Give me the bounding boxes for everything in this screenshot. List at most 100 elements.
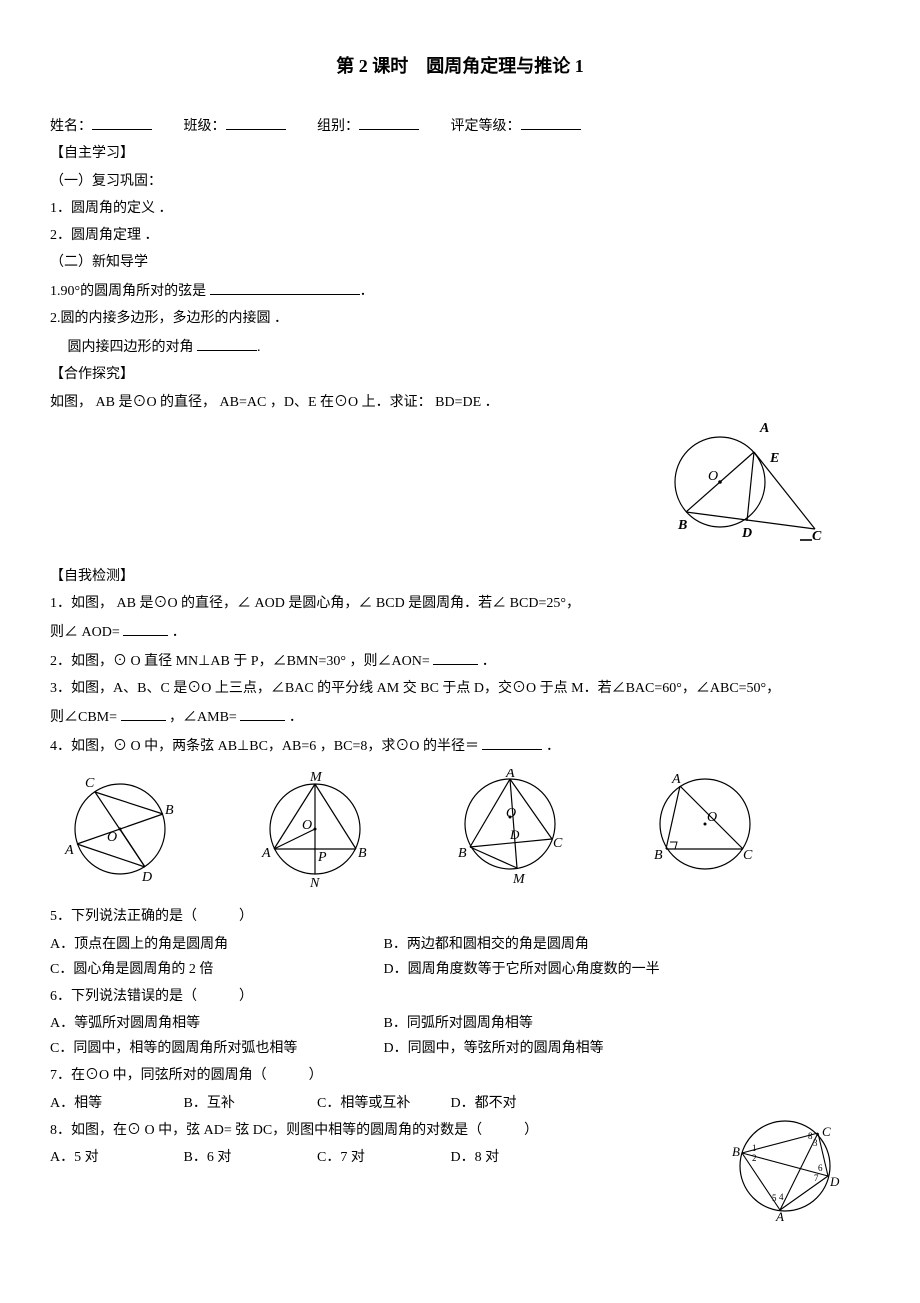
q6-C: C．同圆中，相等的圆周角所对弧也相等 (50, 1036, 380, 1061)
svg-text:C: C (85, 776, 95, 791)
svg-text:5: 5 (772, 1193, 777, 1203)
figure-8: B C D A 1 2 8 3 6 7 4 5 (730, 1111, 840, 1221)
q7-D: D．都不对 (451, 1091, 581, 1116)
svg-text:D: D (741, 526, 752, 541)
svg-text:7: 7 (814, 1173, 819, 1183)
class-blank (226, 112, 286, 130)
q6-stem: 6．下列说法错误的是（ ） (50, 984, 870, 1009)
q7-stem: 7．在⊙O 中，同弦所对的圆周角（ ） (50, 1063, 870, 1088)
q5-options: A．顶点在圆上的角是圆周角 B．两边都和圆相交的角是圆周角 C．圆心角是圆周角的… (50, 932, 870, 982)
blank-q3b (240, 703, 285, 721)
q6-D: D．同圆中，等弦所对的圆周角相等 (384, 1036, 714, 1061)
svg-text:A: A (759, 422, 769, 436)
svg-text:C: C (822, 1124, 831, 1139)
svg-text:A: A (64, 843, 74, 858)
q3-line2: 则∠CBM= ，∠AMB= ． (50, 703, 870, 730)
blank-q3a (121, 703, 166, 721)
q6-A: A．等弧所对圆周角相等 (50, 1011, 380, 1036)
q8-C: C．7 对 (317, 1145, 447, 1170)
grade-label: 评定等级： (451, 119, 521, 134)
sec1-l4: 2.圆的内接多边形，多边形的内接圆 ． (50, 306, 870, 331)
svg-text:C: C (743, 848, 753, 863)
figure-row: O A B C D O M N A B P (60, 769, 870, 889)
svg-text:B: B (458, 846, 467, 861)
q4: 4．如图，⊙ O 中，两条弦 AB⊥BC，AB=6 ，BC=8，求⊙O 的半径＝… (50, 732, 870, 759)
class-label: 班级： (184, 119, 226, 134)
figure-proof: O A E B D C (660, 422, 830, 552)
q1b: 则∠ AOD= (50, 625, 120, 640)
q5-B: B．两边都和圆相交的角是圆周角 (384, 932, 714, 957)
q5-D: D．圆周角度数等于它所对圆心角度数的一半 (384, 957, 714, 982)
sec1-l3a: 1.90°的圆周角所对的弦是 (50, 284, 206, 299)
blank-q4 (482, 732, 542, 750)
q4b: ． (546, 739, 560, 754)
q2a: 2．如图，⊙ O 直径 MN⊥AB 于 P，∠BMN=30° ，则∠AON= (50, 654, 430, 669)
svg-text:1: 1 (752, 1143, 757, 1153)
blank-q2 (433, 647, 478, 665)
blank-90deg (210, 277, 360, 295)
svg-text:D: D (829, 1174, 840, 1189)
sec1-l5b: . (257, 340, 261, 355)
q3-line1: 3．如图，A、B、C 是⊙O 上三点，∠BAC 的平分线 AM 交 BC 于点 … (50, 676, 870, 701)
figure-3: O A B C M D (440, 769, 590, 889)
q3b: 则∠CBM= (50, 710, 117, 725)
section-self-study: 【自主学习】 (50, 141, 870, 166)
svg-text:P: P (317, 850, 327, 865)
blank-quad (197, 333, 257, 351)
svg-text:M: M (512, 872, 526, 887)
q3c: ，∠AMB= (169, 710, 237, 725)
q8-A: A．5 对 (50, 1145, 180, 1170)
name-label: 姓名： (50, 119, 92, 134)
svg-text:O: O (708, 469, 718, 484)
svg-text:N: N (309, 876, 320, 889)
svg-text:O: O (506, 806, 516, 821)
group-blank (359, 112, 419, 130)
svg-text:A: A (261, 846, 271, 861)
q5-A: A．顶点在圆上的角是圆周角 (50, 932, 380, 957)
svg-text:B: B (677, 518, 687, 533)
svg-text:D: D (509, 827, 520, 842)
sec1-l5a: 圆内接四边形的对角 (50, 340, 194, 355)
svg-text:B: B (654, 848, 663, 863)
q1c: ． (172, 625, 186, 640)
blank-q1 (123, 618, 168, 636)
q4a: 4．如图，⊙ O 中，两条弦 AB⊥BC，AB=6 ，BC=8，求⊙O 的半径＝ (50, 739, 479, 754)
svg-text:2: 2 (752, 1153, 757, 1163)
q1-line2: 则∠ AOD= ． (50, 618, 870, 645)
q1-line1: 1．如图， AB 是⊙O 的直径，∠ AOD 是圆心角，∠ BCD 是圆周角．若… (50, 591, 870, 616)
sec1-l3b: ． (360, 284, 374, 299)
figure-1: O A B C D (60, 769, 210, 889)
q6-B: B．同弧所对圆周角相等 (384, 1011, 714, 1036)
q5-C: C．圆心角是圆周角的 2 倍 (50, 957, 380, 982)
sec1-l5: 圆内接四边形的对角 . (50, 333, 870, 360)
svg-text:3: 3 (813, 1138, 818, 1148)
figure-4: O A B C (630, 769, 780, 889)
svg-text:M: M (309, 770, 323, 785)
q6-options: A．等弧所对圆周角相等 B．同弧所对圆周角相等 C．同圆中，相等的圆周角所对弧也… (50, 1011, 870, 1061)
sec1-sub1: （一）复习巩固： (50, 169, 870, 194)
svg-text:E: E (769, 451, 779, 466)
section-coop: 【合作探究】 (50, 362, 870, 387)
sec1-l2: 2．圆周角定理 ． (50, 223, 870, 248)
sec2-l1: 如图， AB 是⊙O 的直径， AB=AC ，D、E 在⊙O 上．求证： BD=… (50, 390, 870, 415)
svg-text:6: 6 (818, 1163, 823, 1173)
svg-text:C: C (812, 529, 822, 544)
q7-B: B．互补 (184, 1091, 314, 1116)
header-line: 姓名： 班级： 组别： 评定等级： (50, 112, 870, 139)
sec1-l3: 1.90°的圆周角所对的弦是 ． (50, 277, 870, 304)
svg-text:B: B (732, 1144, 740, 1159)
q2b: ． (482, 654, 496, 669)
q7-C: C．相等或互补 (317, 1091, 447, 1116)
svg-text:A: A (775, 1209, 784, 1221)
svg-text:4: 4 (779, 1192, 784, 1202)
figure-2: O M N A B P (250, 769, 400, 889)
q3d: ． (289, 710, 303, 725)
q8-D: D．8 对 (451, 1145, 581, 1170)
svg-text:B: B (358, 846, 367, 861)
q7-A: A．相等 (50, 1091, 180, 1116)
q8-B: B．6 对 (184, 1145, 314, 1170)
q5-stem: 5．下列说法正确的是（ ） (50, 904, 870, 929)
svg-text:D: D (141, 870, 152, 885)
name-blank (92, 112, 152, 130)
grade-blank (521, 112, 581, 130)
